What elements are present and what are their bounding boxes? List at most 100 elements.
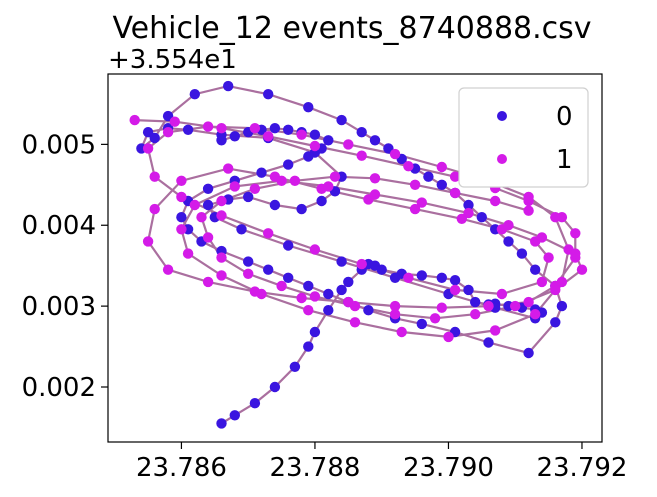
point-series-0 — [269, 199, 281, 211]
point-series-1 — [182, 248, 194, 259]
point-series-0 — [202, 199, 214, 211]
point-series-0 — [470, 296, 481, 308]
point-series-1 — [449, 284, 461, 296]
point-series-1 — [503, 220, 514, 231]
point-series-0 — [436, 272, 447, 283]
legend-label-0: 0 — [556, 102, 573, 132]
point-series-1 — [202, 276, 214, 288]
point-series-1 — [142, 143, 154, 154]
point-series-1 — [196, 212, 207, 223]
point-series-1 — [349, 300, 361, 312]
point-series-0 — [243, 256, 254, 267]
point-series-0 — [216, 418, 227, 429]
point-series-1 — [176, 175, 187, 186]
point-series-1 — [296, 292, 307, 304]
point-series-1 — [216, 210, 227, 221]
point-series-0 — [289, 361, 301, 372]
point-series-1 — [550, 284, 561, 296]
point-series-1 — [249, 183, 261, 194]
legend-marker-1 — [497, 154, 507, 164]
point-series-1 — [129, 114, 140, 126]
point-series-1 — [449, 187, 461, 199]
point-series-1 — [189, 199, 200, 211]
point-series-0 — [449, 275, 461, 286]
point-series-1 — [142, 236, 154, 247]
point-series-1 — [463, 207, 474, 219]
point-series-0 — [263, 264, 274, 275]
point-series-0 — [269, 123, 281, 134]
point-series-1 — [396, 326, 407, 338]
point-series-0 — [296, 203, 307, 215]
point-series-1 — [403, 272, 414, 283]
point-series-0 — [436, 179, 447, 190]
x-tick-label: 23.792 — [536, 453, 627, 483]
point-series-0 — [483, 337, 494, 348]
point-series-1 — [369, 173, 381, 184]
point-series-0 — [249, 398, 261, 409]
point-series-1 — [429, 313, 441, 324]
point-series-0 — [323, 135, 334, 146]
point-series-0 — [550, 317, 561, 328]
point-series-0 — [309, 326, 321, 338]
point-series-1 — [576, 264, 588, 275]
point-series-0 — [516, 248, 528, 259]
point-series-1 — [416, 197, 427, 208]
point-series-1 — [389, 148, 401, 160]
point-series-1 — [169, 116, 180, 127]
y-axis-offset-label: +3.554e1 — [108, 45, 237, 75]
point-series-1 — [369, 189, 381, 200]
point-series-0 — [530, 264, 541, 275]
point-series-1 — [436, 161, 447, 173]
point-series-1 — [570, 228, 581, 239]
point-series-0 — [229, 410, 240, 421]
point-series-1 — [470, 309, 481, 320]
point-series-1 — [323, 181, 334, 192]
point-series-1 — [490, 195, 501, 207]
point-series-1 — [409, 203, 421, 215]
point-series-0 — [263, 89, 274, 100]
point-series-0 — [463, 199, 474, 211]
point-series-0 — [256, 167, 267, 178]
plot-frame — [107, 73, 603, 443]
point-series-0 — [283, 240, 294, 251]
point-series-0 — [303, 102, 314, 113]
point-series-1 — [570, 248, 581, 259]
point-series-1 — [263, 131, 274, 142]
point-series-1 — [276, 280, 287, 292]
point-series-1 — [349, 317, 361, 328]
point-series-1 — [556, 276, 568, 288]
point-series-0 — [283, 272, 294, 283]
legend-marker-0 — [497, 111, 507, 121]
point-series-1 — [296, 129, 307, 140]
legend-label-1: 1 — [556, 145, 573, 175]
point-series-1 — [149, 203, 160, 215]
point-series-0 — [356, 127, 367, 138]
point-series-1 — [550, 212, 561, 223]
point-series-1 — [276, 175, 287, 186]
point-series-1 — [149, 171, 160, 182]
x-tick-label: 23.786 — [136, 453, 227, 483]
point-series-0 — [476, 212, 487, 223]
point-series-0 — [189, 89, 200, 100]
point-series-1 — [536, 276, 548, 288]
point-series-0 — [376, 264, 387, 275]
point-series-0 — [303, 280, 314, 292]
y-tick-label: 0.002 — [22, 373, 96, 403]
point-series-0 — [369, 135, 381, 146]
point-series-1 — [289, 175, 301, 186]
point-series-0 — [149, 132, 160, 144]
x-tick-label: 23.788 — [269, 453, 360, 483]
point-series-1 — [536, 232, 548, 243]
point-series-0 — [523, 347, 534, 359]
point-series-0 — [303, 151, 314, 162]
point-series-1 — [530, 309, 541, 320]
point-series-0 — [336, 284, 347, 296]
point-series-1 — [223, 163, 234, 174]
point-series-1 — [490, 325, 501, 336]
point-series-0 — [423, 171, 434, 182]
point-series-1 — [523, 205, 534, 216]
point-series-1 — [216, 123, 227, 134]
point-series-1 — [329, 171, 341, 182]
point-series-1 — [256, 288, 267, 300]
point-series-1 — [249, 123, 261, 134]
